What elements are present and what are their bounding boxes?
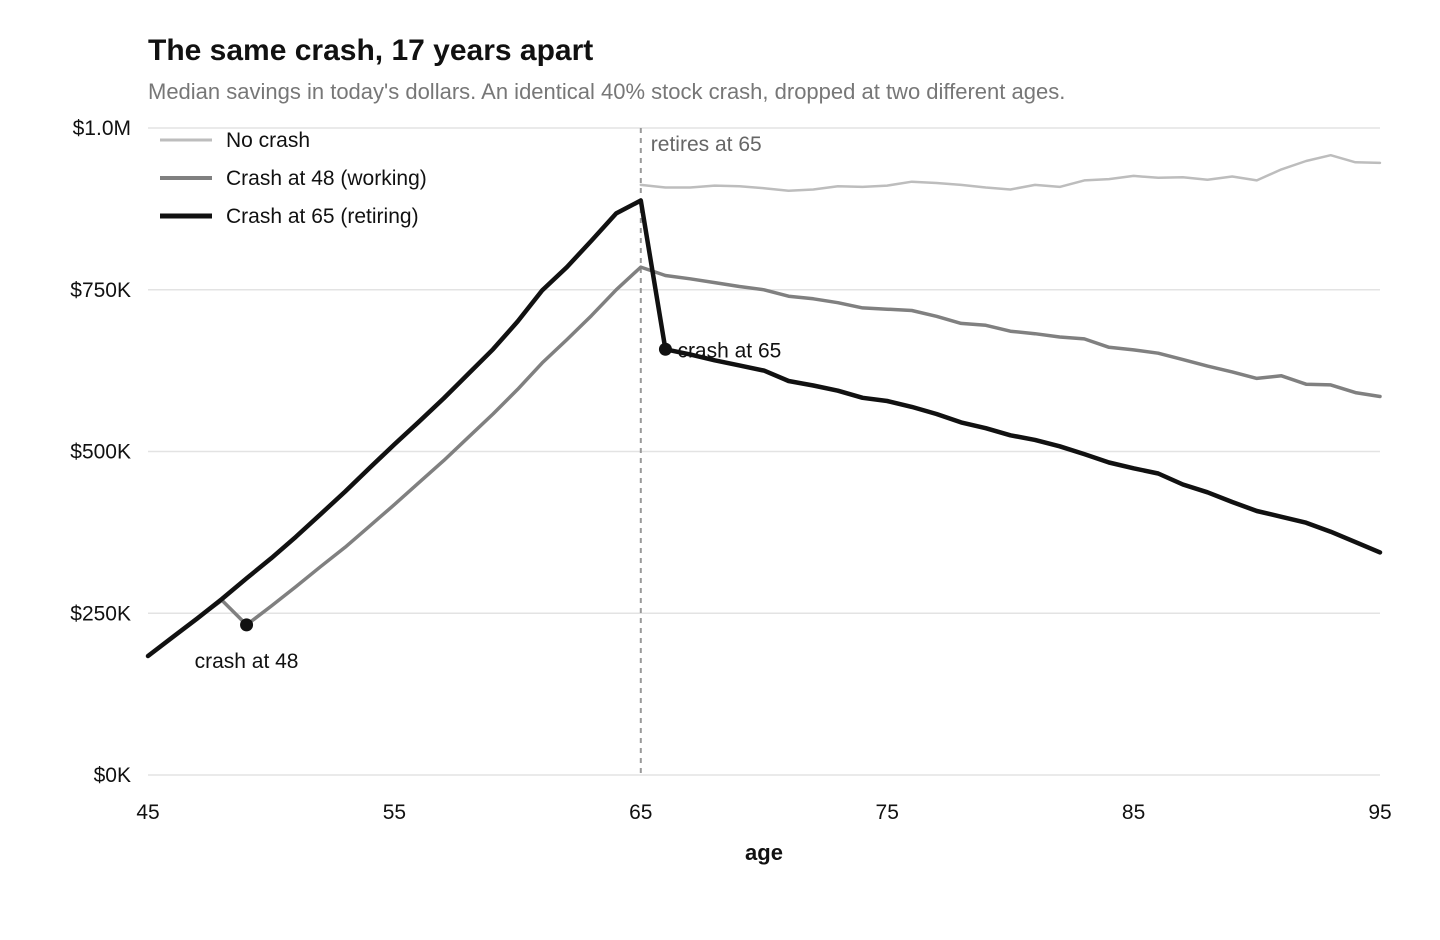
series-line-3 [145, 198, 1383, 659]
annotation-crash-65: crash at 65 [677, 339, 781, 362]
y-tick-label: $500K [70, 441, 131, 464]
x-tick-label: 85 [1122, 801, 1145, 824]
crash-marker-2 [658, 342, 672, 356]
chart-subtitle: Median savings in today's dollars. An id… [148, 79, 1065, 104]
retirement-marker-label: retires at 65 [651, 133, 762, 156]
legend-label: No crash [226, 129, 310, 152]
y-axis: $0K $250K $500K $750K $1.0M [70, 117, 131, 787]
legend: No crash Crash at 48 (working) Crash at 65… [160, 129, 427, 228]
chart-title: The same crash, 17 years apart [148, 34, 593, 67]
x-axis-title: age [745, 840, 783, 865]
series-line-1 [639, 153, 1382, 193]
x-axis: 45 55 65 75 85 95 [136, 801, 1391, 824]
crash-markers [240, 342, 672, 632]
x-tick-label: 95 [1368, 801, 1391, 824]
series-line-2 [146, 265, 1382, 658]
y-tick-label: $1.0M [73, 117, 131, 140]
annotation-crash-48: crash at 48 [195, 650, 299, 673]
x-tick-label: 55 [383, 801, 406, 824]
y-tick-label: $0K [94, 764, 131, 787]
legend-label: Crash at 65 (retiring) [226, 205, 419, 228]
legend-label: Crash at 48 (working) [226, 167, 427, 190]
series-lines [145, 153, 1383, 659]
x-tick-label: 45 [136, 801, 159, 824]
crash-marker-1 [240, 618, 254, 632]
y-tick-label: $750K [70, 279, 131, 302]
x-tick-label: 65 [629, 801, 652, 824]
gridlines [148, 127, 1380, 776]
y-tick-label: $250K [70, 602, 131, 625]
x-tick-label: 75 [876, 801, 899, 824]
